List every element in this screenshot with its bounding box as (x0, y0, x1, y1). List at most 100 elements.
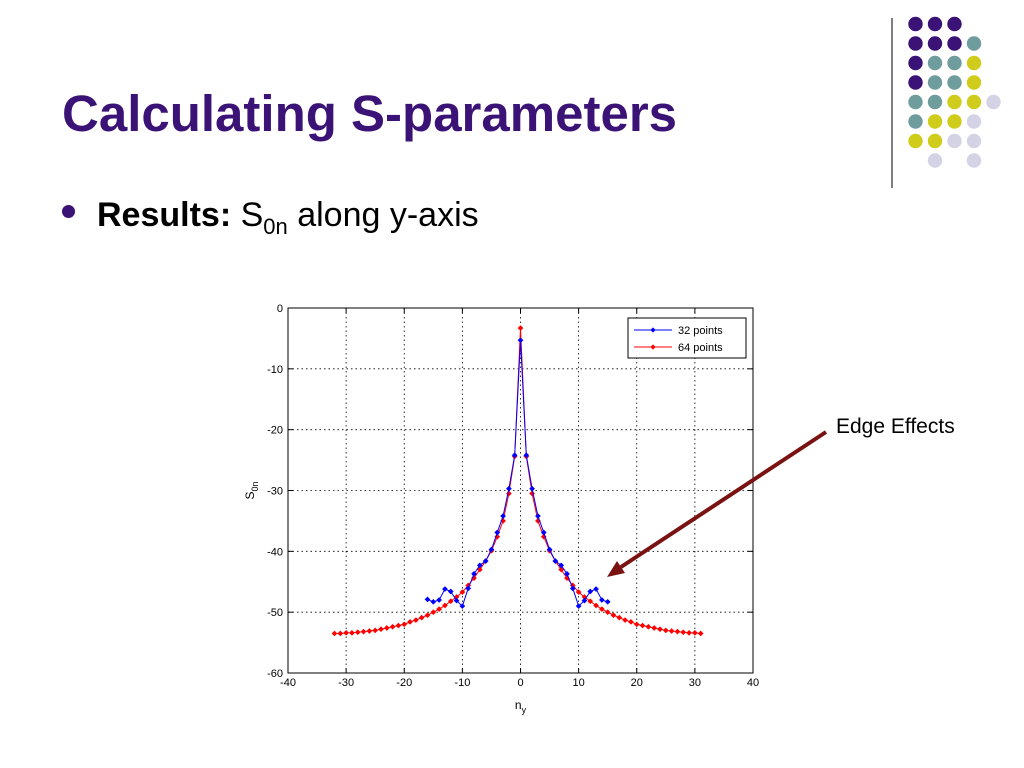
data-point (401, 621, 408, 628)
y-tick-label: -10 (267, 364, 283, 376)
decorative-dot (966, 55, 982, 71)
decorative-dot (927, 114, 943, 129)
data-point (459, 589, 466, 596)
data-point (337, 630, 344, 637)
y-axis-label: S0n (243, 481, 260, 499)
data-point (645, 623, 652, 630)
decorative-dot (927, 16, 943, 32)
y-tick-label: -20 (267, 425, 283, 437)
bullet-dot-icon (62, 205, 75, 218)
data-point (657, 626, 663, 633)
decorative-dot (966, 133, 982, 149)
data-point (587, 588, 594, 595)
legend-marker (650, 344, 656, 350)
data-point (348, 629, 355, 636)
decorative-dot (966, 153, 982, 168)
edge-effects-label: Edge Effects (836, 415, 955, 438)
data-point (476, 562, 483, 569)
data-point (471, 570, 477, 577)
data-point (500, 513, 507, 520)
x-axis-label-sub: y (522, 705, 527, 715)
decorative-dot (966, 75, 982, 90)
data-point (331, 630, 338, 637)
data-point (343, 629, 350, 636)
data-point (587, 598, 594, 605)
data-point (412, 617, 419, 624)
decorative-dot (908, 16, 923, 32)
decorative-dot (947, 36, 962, 51)
decorative-dot (947, 114, 962, 129)
data-point (366, 628, 373, 634)
data-point (610, 612, 617, 619)
results-bullet: Results: S0n along y-axis (62, 196, 479, 240)
decorative-dot (986, 94, 1001, 110)
y-axis-label-sub: 0n (250, 481, 260, 491)
data-point (674, 628, 681, 635)
data-point (575, 589, 582, 596)
data-point (459, 603, 466, 610)
data-point (564, 570, 570, 577)
data-point (575, 603, 582, 610)
data-point (622, 617, 629, 624)
data-point (593, 586, 600, 593)
data-point (598, 597, 605, 603)
data-point (424, 596, 431, 603)
y-tick-label: -60 (267, 668, 283, 680)
data-point (354, 629, 361, 636)
results-label: Results: (97, 196, 232, 234)
decorative-dot (908, 36, 923, 51)
y-tick-label: -40 (267, 546, 283, 558)
data-point (697, 630, 704, 637)
decorative-dot (947, 55, 962, 71)
x-tick-label: 0 (517, 677, 523, 689)
decorative-dot (927, 94, 943, 110)
decorative-dot (927, 36, 943, 51)
decorative-dot (927, 133, 943, 149)
data-point (534, 513, 541, 520)
data-point (447, 588, 454, 595)
data-point (436, 606, 443, 613)
data-point (604, 609, 611, 616)
data-point (441, 586, 448, 593)
x-tick-label: -10 (454, 677, 470, 689)
slide-title: Calculating S-parameters (62, 85, 678, 142)
data-point (383, 625, 390, 631)
decorative-dot (908, 94, 923, 110)
decorative-dot (908, 75, 923, 90)
legend-label: 32 points (678, 325, 723, 337)
decorative-dot (966, 114, 982, 129)
data-point (517, 337, 524, 344)
results-description: along y-axis (297, 196, 479, 234)
data-point (453, 597, 460, 604)
data-point (651, 625, 658, 631)
x-tick-label: 20 (631, 677, 643, 689)
data-point (668, 628, 675, 634)
data-point (686, 629, 693, 636)
data-point (465, 585, 472, 592)
decorative-dot (927, 75, 943, 90)
data-point (441, 602, 448, 609)
chart-svg: -40 -30 -20 -10 0 10 20 30 40 0 -10 -20 -30 -40 -50 -60… (243, 303, 759, 715)
data-point (604, 598, 611, 605)
x-axis-label: ny (515, 698, 527, 715)
data-point (436, 597, 443, 603)
decorative-dot (947, 16, 962, 32)
decorative-dot (908, 114, 923, 129)
legend-label: 64 points (678, 342, 723, 354)
decorative-dot (908, 133, 923, 149)
s0n-chart: -40 -30 -20 -10 0 10 20 30 40 0 -10 -20 -30 -40 -50 -60… (226, 292, 778, 732)
data-point (430, 609, 437, 616)
data-point (494, 529, 501, 536)
decorative-dot (908, 55, 923, 71)
y-tick-label: -30 (267, 486, 283, 498)
data-point (407, 618, 414, 625)
data-point (593, 602, 600, 609)
data-point (389, 623, 396, 630)
decorative-dot (966, 94, 982, 110)
data-point (581, 597, 588, 604)
data-point (482, 558, 489, 565)
decorative-dot (927, 153, 943, 168)
data-point (517, 325, 524, 332)
data-point (627, 618, 634, 625)
data-point (424, 612, 431, 619)
